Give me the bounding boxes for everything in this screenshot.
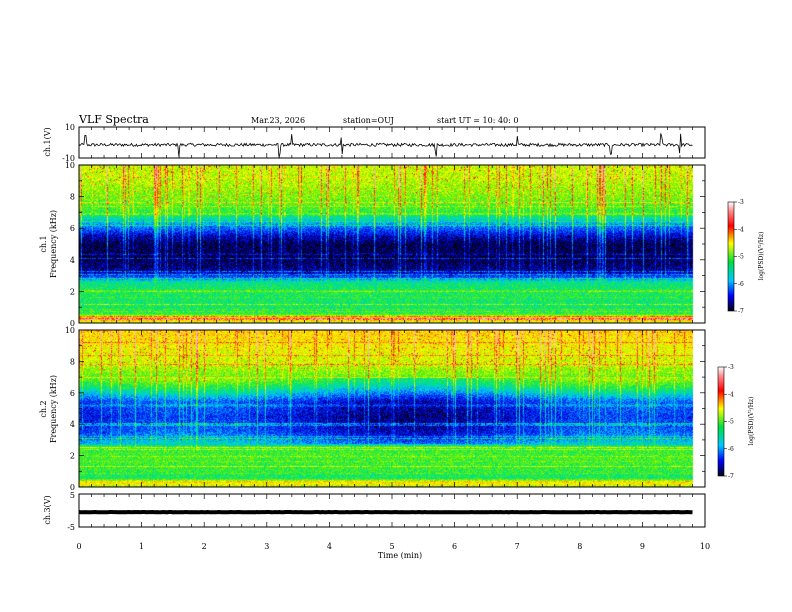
x-tick-label: 7: [515, 542, 520, 551]
freq-tick-label: 10: [65, 326, 75, 335]
ch1-ytick-bottom: -10: [62, 154, 75, 163]
ch3-waveform-ticks: [78, 494, 706, 527]
ch1-waveform-line: [78, 133, 693, 158]
colorbar-tick-label: -3: [738, 199, 744, 206]
x-tick-label: 1: [139, 542, 144, 551]
ch1-spectrogram-panel: 0 2 4 6 8 10 ch.1 Frequency (kHz): [39, 161, 706, 328]
ch2-spectrogram-image: [79, 330, 705, 487]
ch2-colorbar: -3 -4 -5 -6 -7 log(PSD)(V²/Hz): [717, 364, 755, 480]
ch1-waveform-panel: 10 -10 ch.1(V): [43, 123, 706, 163]
spec1-canvas-holder: [79, 165, 705, 323]
x-tick-label: 9: [640, 542, 645, 551]
ch1-ylabel: ch.1(V): [43, 127, 52, 156]
ch2-ylabel-frequency: Frequency (kHz): [49, 375, 58, 443]
ch1-ytick-top: 10: [65, 123, 75, 132]
ch3-ylabel: ch.3(V): [43, 495, 52, 524]
colorbar-tick-label: -3: [728, 364, 734, 371]
date-label: Mar.23, 2026: [251, 116, 305, 125]
freq-tick-label: 6: [70, 389, 75, 398]
ch1-colorbar-label: log(PSD)(V²/Hz): [758, 232, 765, 281]
freq-tick-label: 0: [70, 319, 75, 328]
colorbar-tick-label: -6: [738, 281, 744, 288]
ch2-colorbar-label: log(PSD)(V²/Hz): [748, 397, 755, 446]
freq-tick-label: 2: [70, 452, 75, 461]
spec2-canvas-holder: [79, 330, 705, 487]
ch1-ylabel-frequency: Frequency (kHz): [49, 210, 58, 278]
ch2-colorbar-ticks: -3 -4 -5 -6 -7: [724, 364, 734, 480]
x-tick-label: 5: [389, 542, 394, 551]
ch2-spectrogram-ytick-labels: 0 2 4 6 8 10: [65, 326, 75, 492]
ch1-ylabel-channel: ch.1: [39, 235, 48, 252]
colorbar-tick-label: -5: [728, 419, 734, 426]
ch3-waveform-panel: 5 -5 ch.3(V): [43, 491, 706, 532]
colorbar-tick-label: -5: [738, 254, 744, 261]
colorbar-tick-label: -4: [738, 226, 744, 233]
freq-tick-label: 6: [70, 224, 75, 233]
freq-tick-label: 10: [65, 161, 75, 170]
figure-title: VLF Spectra: [78, 113, 149, 126]
colorbar-tick-label: -7: [728, 473, 734, 480]
freq-tick-label: 0: [70, 483, 75, 492]
colorbar-tick-label: -7: [738, 308, 744, 315]
station-label: station=OUJ: [343, 116, 394, 125]
x-axis-label: Time (min): [378, 551, 422, 560]
colorbar-tick-label: -4: [728, 391, 734, 398]
ch2-ylabel-channel: ch.2: [39, 400, 48, 417]
ch2-spectrogram-ticks: [78, 329, 706, 488]
freq-tick-label: 8: [70, 193, 75, 202]
freq-tick-label: 2: [70, 287, 75, 296]
spec1-canvas: [79, 165, 705, 323]
start-time-label: start UT = 10: 40: 0: [437, 116, 518, 125]
freq-tick-label: 8: [70, 357, 75, 366]
x-tick-label: 10: [700, 542, 710, 551]
ch1-colorbar: -3 -4 -5 -6 -7 log(PSD)(V²/Hz): [727, 199, 765, 315]
ch1-spectrogram-ticks: [78, 164, 706, 324]
ch1-waveform-ticks: [78, 127, 706, 158]
ch2-colorbar-gradient: [717, 366, 725, 477]
x-tick-label: 0: [76, 542, 81, 551]
freq-tick-label: 4: [70, 256, 75, 265]
ch3-ytick-top: 5: [70, 491, 75, 500]
ch1-spectrogram-image: [79, 165, 705, 323]
x-tick-label: 4: [327, 542, 332, 551]
freq-tick-label: 4: [70, 420, 75, 429]
colorbar-tick-label: -6: [728, 446, 734, 453]
ch3-ytick-bottom: -5: [67, 523, 75, 532]
spec2-canvas: [79, 330, 705, 487]
ch1-spectrogram-ytick-labels: 0 2 4 6 8 10: [65, 161, 75, 328]
ch2-spectrogram-panel: 0 2 4 6 8 10 ch.2 Frequency (kHz): [39, 326, 706, 492]
x-tick-label: 8: [577, 542, 582, 551]
x-tick-label: 2: [202, 542, 207, 551]
x-tick-label: 3: [264, 542, 269, 551]
ch1-colorbar-gradient: [727, 201, 735, 312]
x-tick-label: 6: [452, 542, 457, 551]
ch1-colorbar-ticks: -3 -4 -5 -6 -7: [734, 199, 744, 315]
x-axis-tick-labels: 0 1 2 3 4 5 6 7 8 9 10: [76, 542, 710, 551]
